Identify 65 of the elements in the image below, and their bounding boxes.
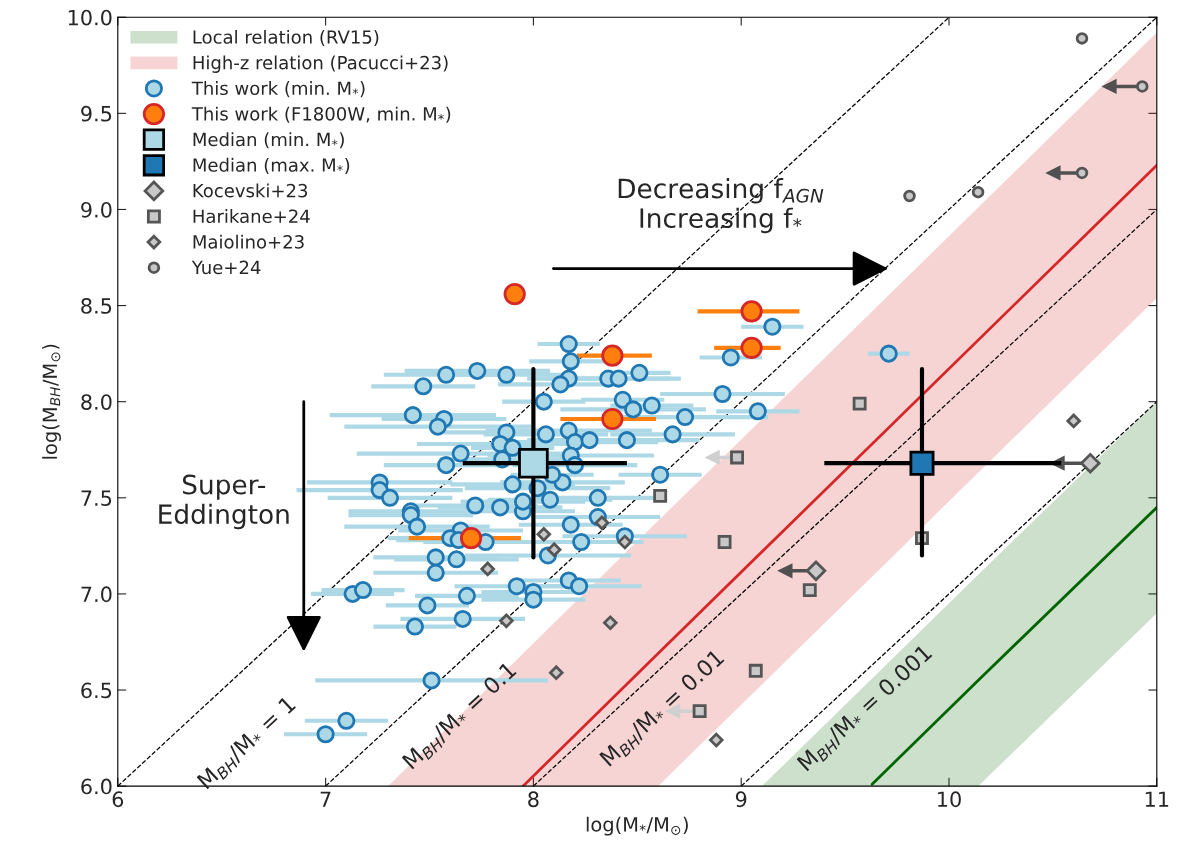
- y-tick-label: 6.5: [81, 682, 112, 699]
- point: [909, 450, 935, 476]
- point: [971, 185, 985, 199]
- x-tick-label: 7: [320, 791, 331, 807]
- x-tick-label: 8: [528, 791, 539, 808]
- x-tick-label: 9: [735, 791, 747, 808]
- x-tick-label: 10: [938, 791, 961, 808]
- y-axis-title: log(M$_{BH}$/M$_{⊙}$): [42, 344, 61, 459]
- x-tick-label: 11: [1145, 791, 1169, 807]
- y-tick-label: 10.0: [68, 9, 112, 26]
- annotation: M$_{BH}$/M$_{*}$ = 1: [196, 695, 299, 792]
- point: [1075, 166, 1089, 180]
- y-tick-label: 8.0: [81, 394, 112, 410]
- point: [601, 344, 624, 367]
- legend-label: Median (min. M$_{*}$): [193, 132, 344, 149]
- y-tick-label: 8.5: [81, 298, 112, 314]
- point: [653, 488, 668, 503]
- annotation: M$_{BH}$/M$_{*}$ = 0.01: [598, 648, 727, 770]
- point: [601, 407, 624, 431]
- point: [903, 189, 916, 203]
- point: [503, 282, 526, 306]
- point: [548, 665, 564, 681]
- point: [518, 447, 549, 479]
- point: [536, 527, 552, 542]
- legend-label: Harikane+24: [193, 209, 310, 224]
- legend-label: Local relation (RV15): [193, 29, 379, 46]
- annotation: Super- Eddington: [159, 474, 289, 530]
- point: [594, 515, 610, 531]
- legend-label: Yue+24: [191, 260, 261, 275]
- point: [1066, 413, 1081, 429]
- legend-label: This work (min. M$_{*}$): [191, 81, 365, 98]
- point: [603, 615, 618, 631]
- point: [1136, 80, 1149, 93]
- y-tick-label: 7.5: [81, 490, 112, 507]
- point: [480, 561, 495, 577]
- point: [730, 450, 744, 465]
- annotation: Decreasing f$_{AGN}$ Increasing f$_{*}$: [618, 178, 824, 234]
- x-axis-title: log(M$_{*}$/M$_{⊙}$): [586, 816, 688, 836]
- legend-label: This work (F1800W, min. M$_{*}$): [191, 106, 451, 123]
- point: [1080, 452, 1101, 474]
- y-tick-label: 9.5: [81, 105, 112, 122]
- point: [717, 535, 732, 549]
- point: [499, 613, 514, 629]
- annotation: M$_{BH}$/M$_{*}$ = 0.1: [401, 661, 520, 773]
- point: [740, 300, 763, 323]
- point: [692, 704, 707, 719]
- point: [459, 527, 483, 550]
- point: [546, 542, 562, 557]
- point: [1075, 32, 1089, 45]
- legend-label: Maiolino+23: [193, 234, 304, 249]
- y-tick-label: 9.0: [81, 201, 112, 218]
- legend-label: High-z relation (Pacucci+23): [193, 55, 448, 73]
- point: [708, 732, 724, 748]
- y-tick-label: 6.0: [81, 778, 112, 795]
- x-tick-label: 6: [112, 791, 124, 808]
- legend-label: Median (max. M$_{*}$): [193, 157, 350, 174]
- y-tick-label: 7.0: [81, 586, 112, 603]
- legend-label: Kocevski+23: [193, 183, 308, 198]
- point: [748, 663, 763, 678]
- point: [802, 583, 817, 598]
- point: [740, 336, 763, 359]
- annotation: M$_{BH}$/M$_{*}$ = 0.001: [796, 643, 935, 774]
- point: [617, 534, 633, 550]
- point: [852, 396, 867, 411]
- point: [805, 560, 827, 582]
